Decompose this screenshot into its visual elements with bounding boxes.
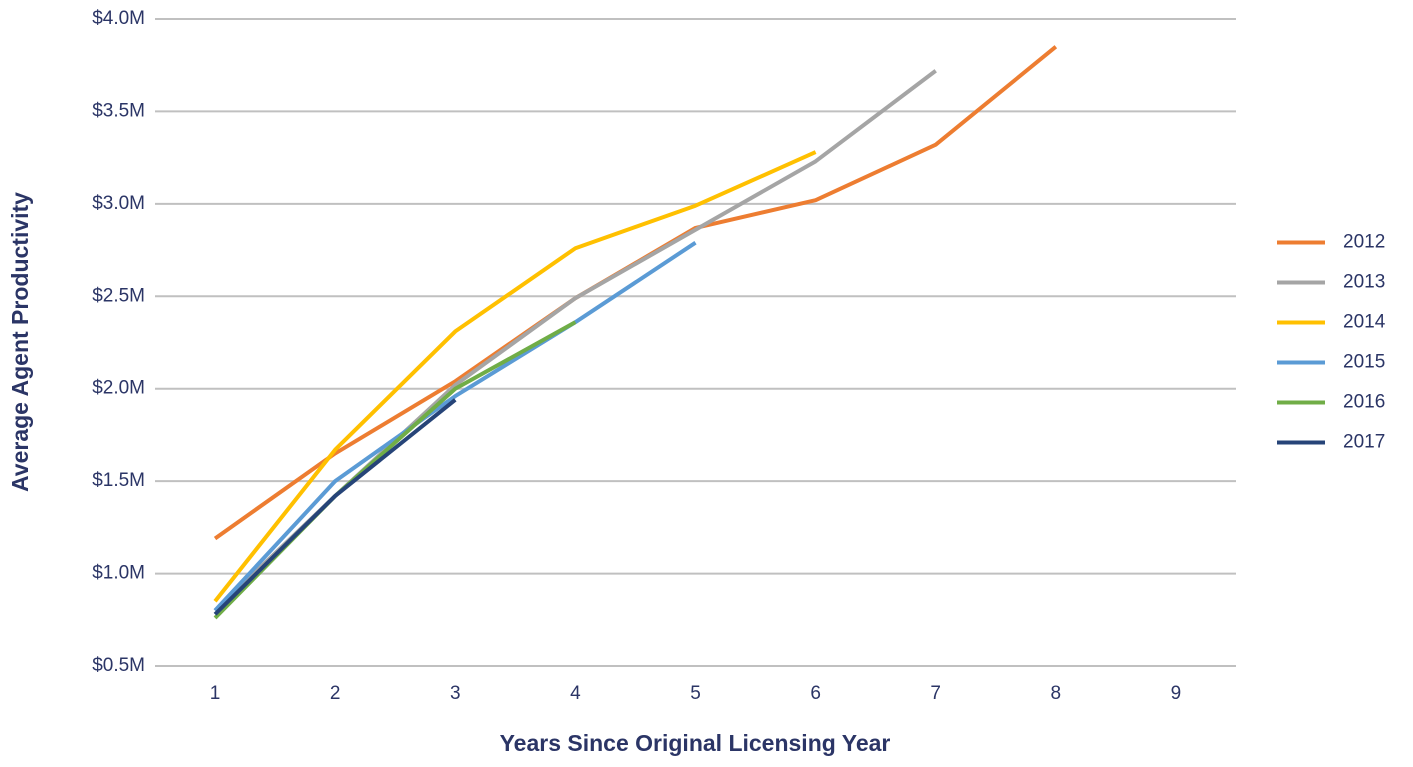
x-axis-title: Years Since Original Licensing Year xyxy=(500,730,891,756)
x-tick-label: 7 xyxy=(930,683,941,704)
x-tick-label: 2 xyxy=(330,683,341,704)
x-tick-label: 1 xyxy=(210,683,221,704)
y-tick-label: $1.0M xyxy=(92,563,145,584)
y-tick-label: $2.0M xyxy=(92,378,145,399)
x-tick-label: 3 xyxy=(450,683,461,704)
y-tick-label: $2.5M xyxy=(92,285,145,306)
x-tick-label: 5 xyxy=(690,683,701,704)
x-tick-label: 9 xyxy=(1171,683,1182,704)
x-tick-label: 8 xyxy=(1051,683,1062,704)
legend-label: 2012 xyxy=(1343,232,1385,253)
y-tick-label: $3.0M xyxy=(92,193,145,214)
legend-label: 2017 xyxy=(1343,432,1385,453)
series-line xyxy=(213,45,1058,541)
y-tick-label: $1.5M xyxy=(92,470,145,491)
legend-label: 2014 xyxy=(1343,312,1386,333)
y-axis-title: Average Agent Productivity xyxy=(7,192,33,492)
x-tick-label: 6 xyxy=(810,683,821,704)
x-tick-label: 4 xyxy=(570,683,581,704)
y-tick-label: $0.5M xyxy=(92,655,145,676)
series-line xyxy=(213,241,697,612)
y-tick-label: $4.0M xyxy=(92,8,145,29)
series-line xyxy=(213,69,937,612)
legend-label: 2016 xyxy=(1343,392,1385,413)
y-tick-label: $3.5M xyxy=(92,100,145,121)
legend-label: 2015 xyxy=(1343,352,1385,373)
series-line xyxy=(213,150,817,603)
legend-label: 2013 xyxy=(1343,272,1385,293)
series-line xyxy=(213,398,457,616)
